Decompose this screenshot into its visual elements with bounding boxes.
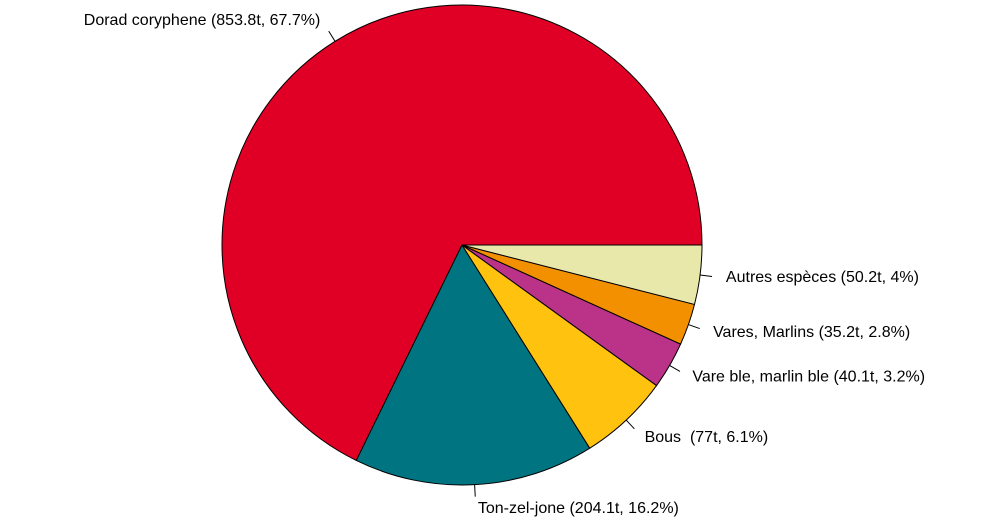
label-leader xyxy=(688,324,700,330)
label-leader xyxy=(474,484,476,497)
slice-label: Bous (77t, 6.1%) xyxy=(645,429,769,446)
pie-slice xyxy=(355,243,591,486)
label-leader xyxy=(625,419,635,430)
slice-label: Dorad coryphene (853.8t, 67.7%) xyxy=(84,12,321,29)
slice-label: Ton-zel-jone (204.1t, 16.2%) xyxy=(478,500,679,517)
label-leader xyxy=(700,274,713,277)
slice-label: Vares, Marlins (35.2t, 2.8%) xyxy=(713,324,910,341)
label-leader xyxy=(669,364,681,372)
slice-label: Autres espèces (50.2t, 4%) xyxy=(726,269,919,286)
pie-slice xyxy=(461,244,703,306)
label-leader xyxy=(328,30,336,42)
slice-label: Vare ble, marlin ble (40.1t, 3.2%) xyxy=(692,369,925,386)
